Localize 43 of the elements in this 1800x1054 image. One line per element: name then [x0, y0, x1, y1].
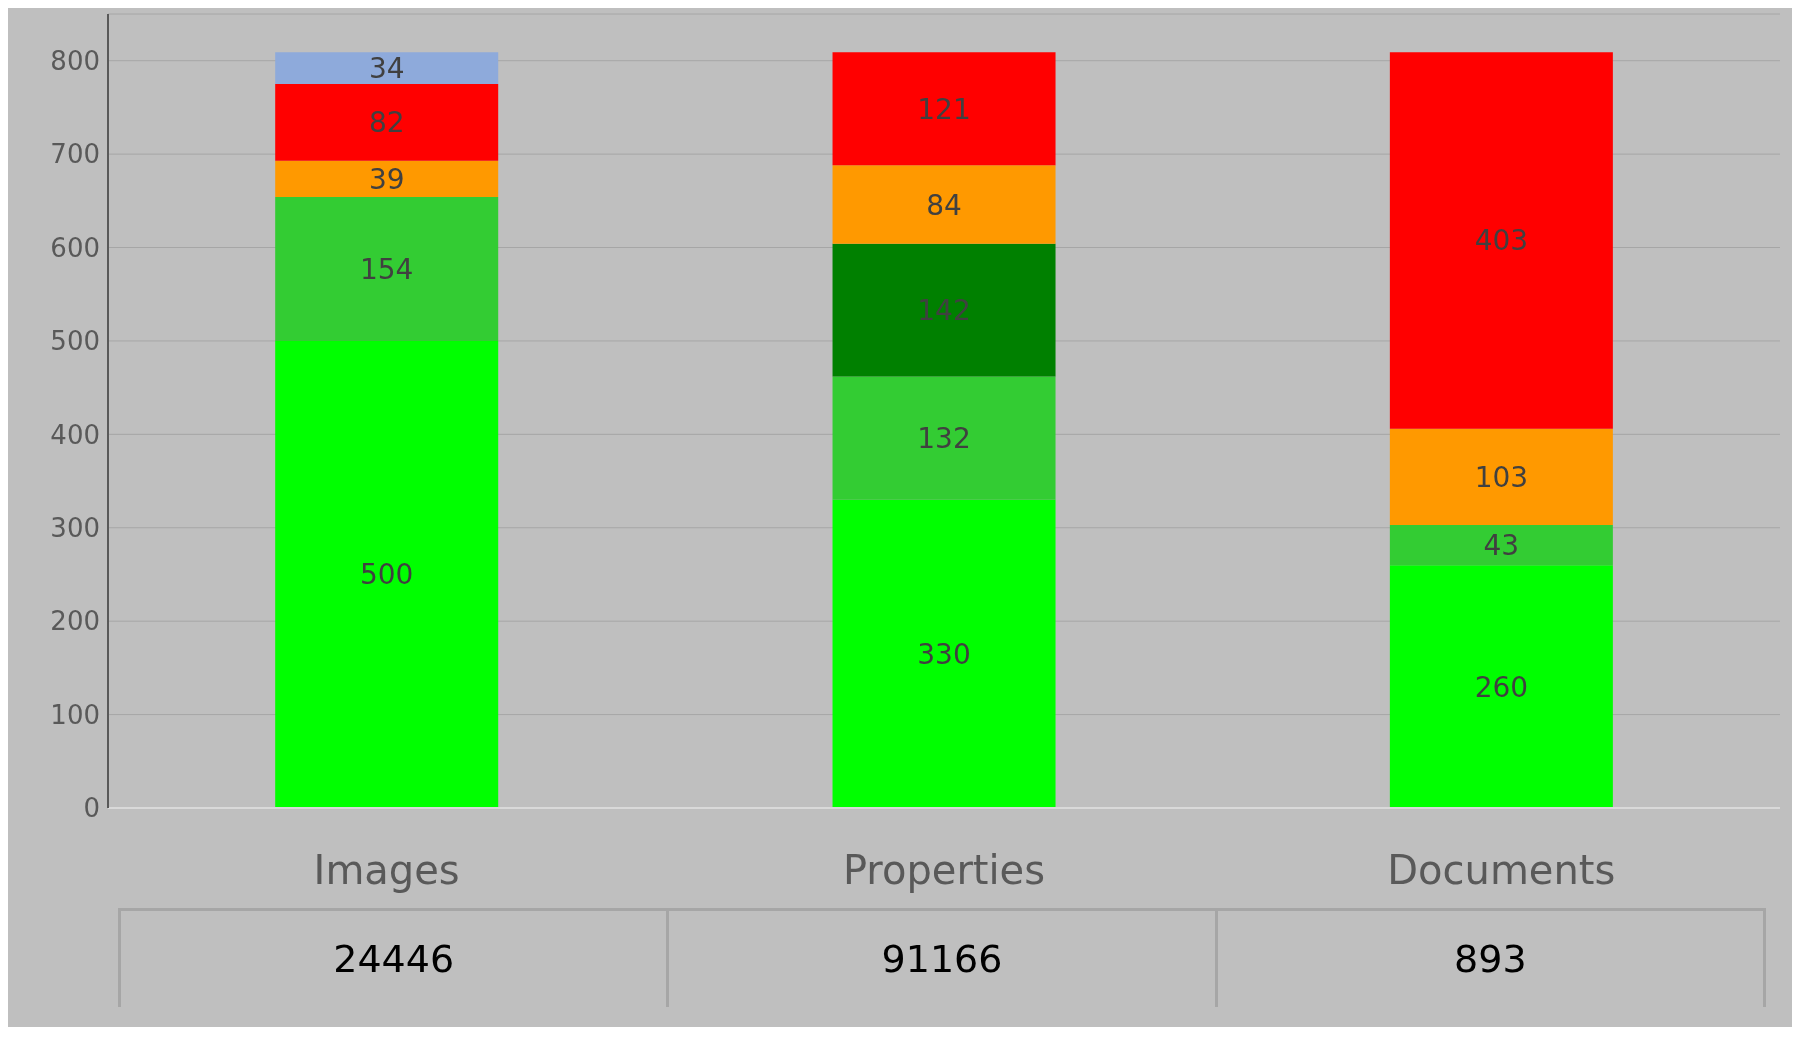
data-label: 142: [917, 294, 971, 328]
text: 893: [1214, 911, 1763, 1007]
data-label: 84: [926, 188, 962, 222]
bar: [832, 499, 1056, 808]
data-label: 154: [359, 252, 414, 286]
data-label: 132: [917, 422, 971, 456]
data-label: 43: [1483, 528, 1520, 562]
y-tick-label: 500: [50, 326, 100, 357]
data-label: 82: [368, 106, 405, 140]
data-label: 330: [917, 637, 971, 671]
text: 24446: [332, 936, 456, 983]
data-label: 500: [359, 558, 414, 592]
data-label: 103: [1474, 460, 1529, 494]
data-label: 34: [368, 52, 405, 86]
y-tick-label: 200: [50, 606, 100, 637]
bar: [1389, 524, 1613, 566]
y-tick-label: 700: [50, 139, 100, 170]
y-tick-label: 0: [83, 793, 100, 824]
data-label: 403: [1474, 224, 1529, 258]
bar: [1389, 565, 1613, 808]
bar: [832, 376, 1056, 500]
x-tick-label: Images: [313, 847, 460, 894]
x-tick-label: Properties: [842, 847, 1046, 894]
bar: [832, 243, 1056, 377]
y-tick-label: 600: [50, 232, 100, 263]
y-tick-label: 800: [50, 45, 100, 76]
x-tick-label: Documents: [1387, 847, 1616, 894]
bar: [832, 52, 1056, 166]
y-tick-label: 400: [50, 419, 100, 450]
y-tick-label: 100: [50, 699, 100, 730]
bar: [275, 340, 499, 808]
y-tick-label: 300: [50, 512, 100, 543]
text: 91166: [666, 911, 1215, 1007]
bar: [275, 197, 499, 341]
data-label: 260: [1474, 670, 1529, 704]
bar: [832, 165, 1056, 244]
bar: [1389, 52, 1613, 429]
data-label: 121: [917, 92, 971, 126]
data-label: 39: [368, 162, 405, 196]
bar: [275, 84, 499, 161]
bar: [275, 160, 499, 198]
bar: [1389, 428, 1613, 525]
bar: [275, 52, 499, 85]
